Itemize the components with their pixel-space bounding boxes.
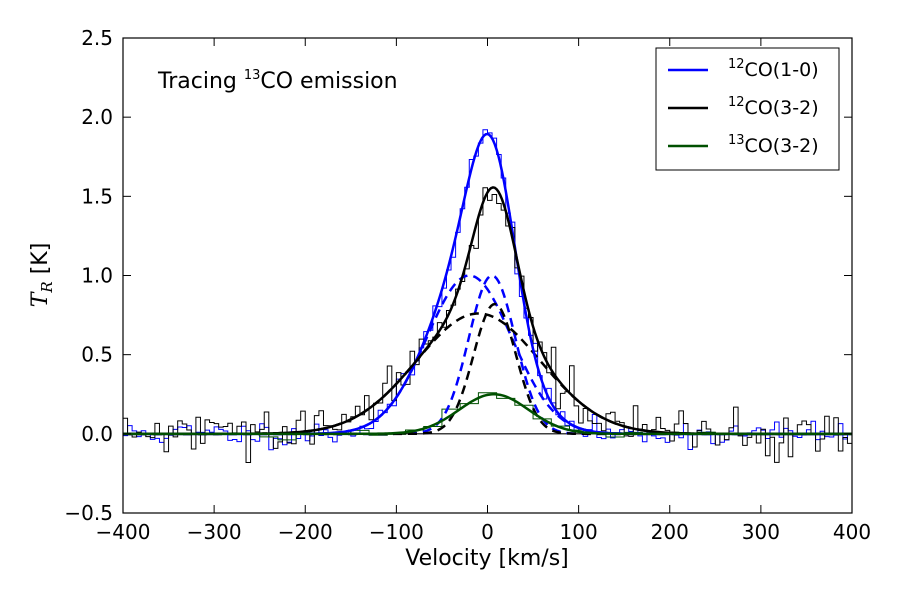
y-tick-label: 0.5 (81, 343, 113, 367)
legend: 12CO(1-0) 12CO(3-2) 13CO(3-2) (655, 47, 840, 171)
y-tick-label: 1.0 (81, 264, 113, 288)
x-tick-label: −200 (278, 520, 333, 544)
x-tick-label: 0 (481, 520, 494, 544)
x-tick-label: 300 (742, 520, 780, 544)
legend-label: 12CO(1-0) (728, 57, 819, 81)
plot-area (123, 129, 852, 463)
y-tick-label: −0.5 (64, 501, 113, 525)
y-tick-label: 1.5 (81, 184, 113, 208)
fit-curve (123, 393, 852, 436)
y-tick-label: 0.0 (81, 422, 113, 446)
legend-entry-12co-1-0: 12CO(1-0) (668, 57, 819, 81)
legend-label: 12CO(3-2) (728, 95, 819, 119)
x-tick-label: −400 (96, 520, 151, 544)
x-tick-label: −300 (187, 520, 242, 544)
y-axis-label: TR [K] (28, 243, 56, 308)
x-tick-label: 200 (651, 520, 689, 544)
legend-entry-13co-3-2: 13CO(3-2) (668, 133, 819, 157)
legend-label: 13CO(3-2) (728, 133, 819, 157)
x-tick-label: 400 (833, 520, 871, 544)
y-tick-label: 2.5 (81, 26, 113, 50)
x-tick-label: −100 (369, 520, 424, 544)
axis-ticks: −400 −300 −200 −100 0 100 200 300 400 −0.5 0.0 0.5 1… (64, 26, 871, 544)
x-tick-label: 100 (560, 520, 598, 544)
chart-annotation: Tracing 13CO emission (157, 68, 398, 94)
legend-entry-12co-3-2: 12CO(3-2) (668, 95, 819, 119)
x-axis-label: Velocity [km/s] (405, 546, 569, 571)
y-tick-label: 2.0 (81, 105, 113, 129)
